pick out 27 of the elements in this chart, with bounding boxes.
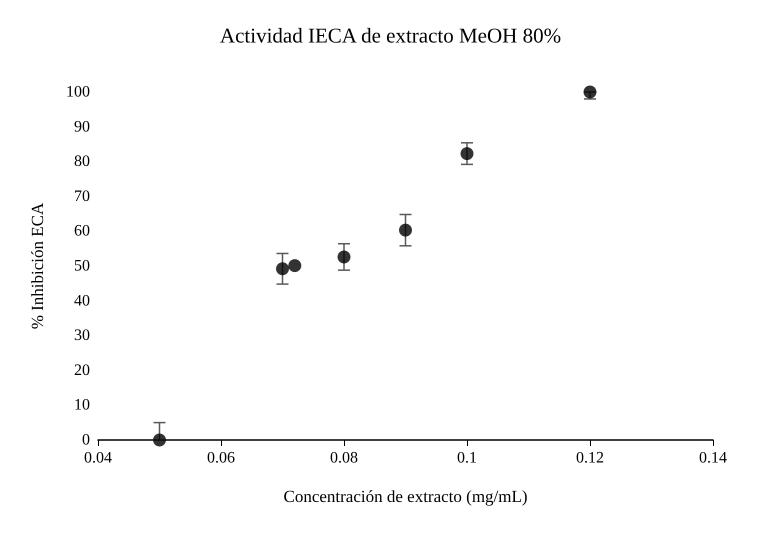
point xyxy=(338,250,350,264)
x-axis-title: Concentración de extracto (mg/mL) xyxy=(283,487,528,506)
point xyxy=(460,147,474,160)
point xyxy=(276,262,289,276)
y-tick-label: 50 xyxy=(74,258,90,274)
point xyxy=(153,434,166,446)
point xyxy=(584,86,596,98)
x-tick-label: 0.14 xyxy=(699,450,727,466)
y-tick-label: 0 xyxy=(82,432,90,448)
y-axis-title: % Inhibición ECA xyxy=(28,202,47,330)
x-tick-label: 0.1 xyxy=(457,450,477,466)
y-tick-label: 70 xyxy=(74,188,90,205)
point xyxy=(399,224,412,237)
y-tick-label: 60 xyxy=(74,222,90,240)
y-tick-label: 40 xyxy=(74,292,90,310)
x-tick-label: 0.04 xyxy=(84,450,112,466)
y-tick-label: 80 xyxy=(74,153,90,170)
y-tick-label: 90 xyxy=(74,118,90,136)
y-tick-label: 10 xyxy=(74,396,90,414)
x-tick-label: 0.06 xyxy=(207,450,235,466)
chart-title: Actividad IECA de extracto MeOH 80% xyxy=(220,24,562,48)
y-tick-label: 20 xyxy=(74,362,90,379)
y-tick-label: 100 xyxy=(66,84,90,100)
x-tick-label: 0.08 xyxy=(330,450,358,466)
x-tick-label: 0.12 xyxy=(576,450,604,466)
point xyxy=(288,259,302,272)
y-tick-label: 30 xyxy=(74,327,90,344)
